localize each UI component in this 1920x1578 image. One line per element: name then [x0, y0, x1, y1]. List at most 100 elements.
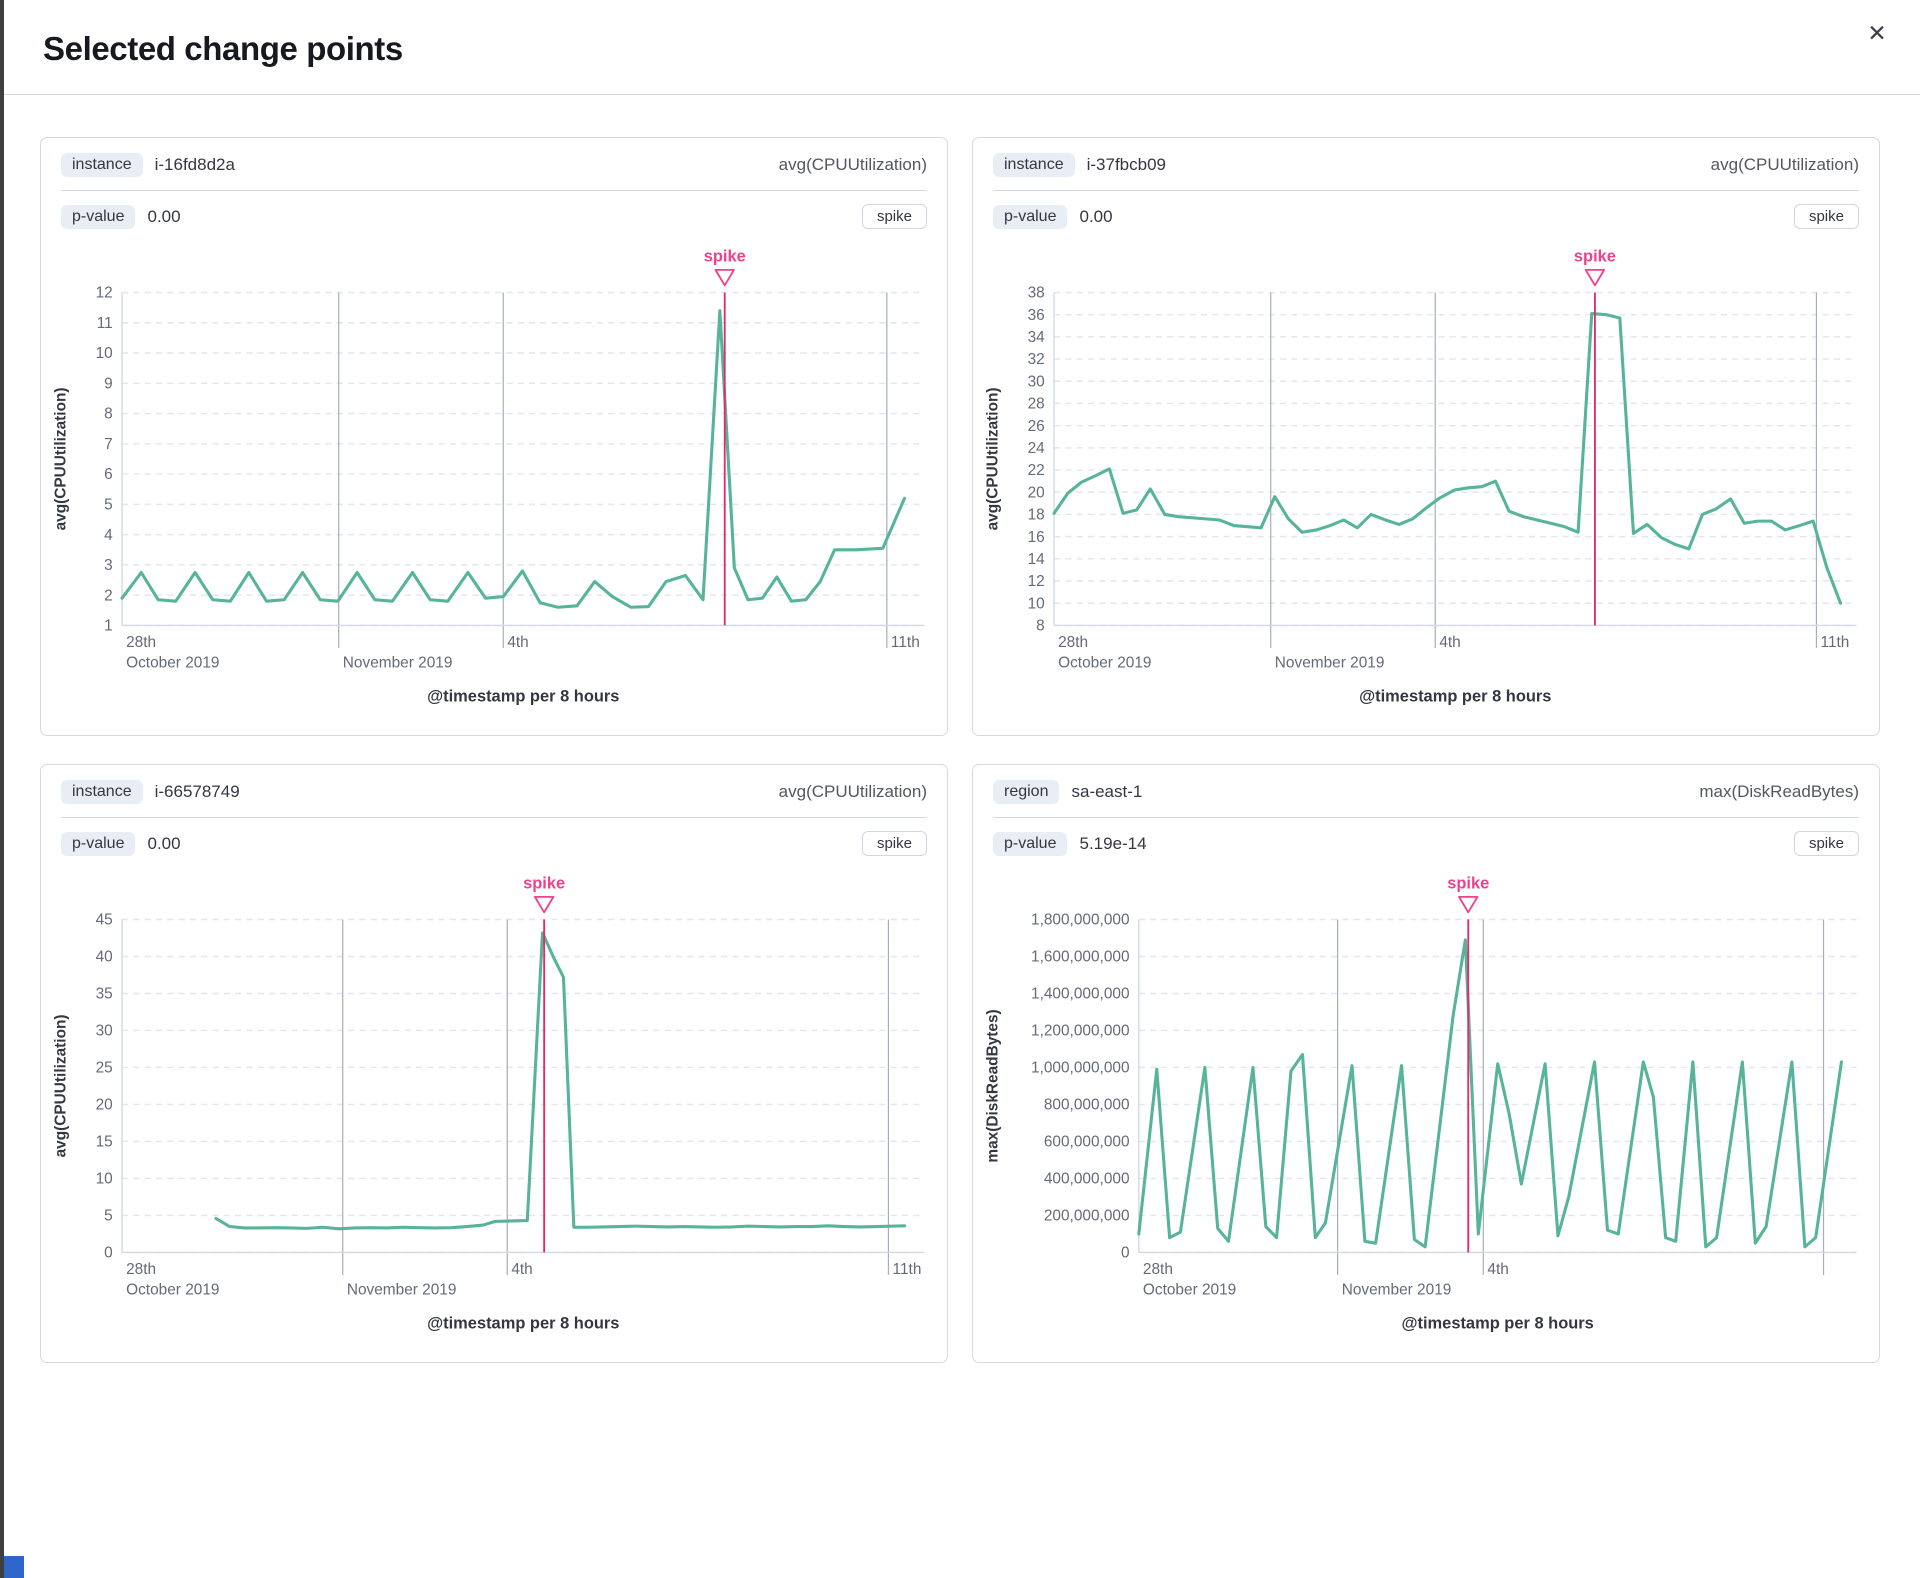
change-point-type-badge[interactable]: spike [1793, 831, 1859, 857]
svg-text:5: 5 [104, 1208, 113, 1225]
svg-text:8: 8 [104, 406, 113, 423]
change-point-type-badge[interactable]: spike [1793, 204, 1859, 229]
pvalue-badge: p-value [993, 831, 1068, 856]
change-point-chart[interactable]: 12 11 10 9 8 7 6 5 4 3 2 1 spike 28th October 2019 Nove… [47, 237, 941, 725]
svg-text:max(DiskReadBytes): max(DiskReadBytes) [985, 1009, 1002, 1162]
svg-text:1,000,000,000: 1,000,000,000 [1031, 1060, 1130, 1077]
card-header: instance i-16fd8d2a avg(CPUUtilization) [41, 138, 947, 190]
underlying-page-edge [0, 0, 4, 1578]
svg-text:28th: 28th [1143, 1261, 1173, 1278]
svg-text:November 2019: November 2019 [1342, 1282, 1452, 1299]
pvalue-badge: p-value [61, 831, 136, 856]
modal-title: Selected change points [43, 30, 403, 67]
svg-text:4th: 4th [1439, 634, 1460, 651]
svg-text:0: 0 [1121, 1245, 1130, 1262]
card-header-divider [61, 817, 927, 819]
split-field-badge: region [993, 780, 1060, 805]
svg-text:1,600,000,000: 1,600,000,000 [1031, 949, 1130, 966]
pvalue-field: p-value 0.00 [61, 831, 181, 856]
svg-text:1: 1 [104, 618, 113, 635]
pvalue-field: p-value 5.19e-14 [993, 831, 1147, 856]
svg-text:35: 35 [96, 986, 113, 1003]
chart-container: 38 36 34 32 30 28 26 24 22 20 18 16 14 12 10 8 spike 28th… [973, 233, 1879, 735]
metric-label: avg(CPUUtilization) [1710, 155, 1859, 174]
svg-text:November 2019: November 2019 [347, 1282, 457, 1299]
pvalue-value: 0.00 [1079, 206, 1113, 226]
change-point-type-badge[interactable]: spike [861, 204, 927, 229]
svg-text:12: 12 [96, 285, 113, 302]
pvalue-row: p-value 0.00 spike [41, 818, 947, 860]
svg-text:36: 36 [1028, 307, 1045, 324]
pvalue-field: p-value 0.00 [61, 204, 181, 229]
svg-text:45: 45 [96, 912, 113, 929]
svg-text:6: 6 [104, 466, 113, 483]
svg-text:1,800,000,000: 1,800,000,000 [1031, 912, 1130, 929]
svg-text:600,000,000: 600,000,000 [1044, 1134, 1130, 1151]
svg-text:3: 3 [104, 557, 113, 574]
split-field: instance i-66578749 [61, 780, 240, 805]
panels-grid: instance i-16fd8d2a avg(CPUUtilization) … [40, 137, 1880, 1364]
chart-container: 12 11 10 9 8 7 6 5 4 3 2 1 spike 28th October 2019 Nove… [41, 233, 947, 735]
chart-container: 1,800,000,000 1,600,000,000 1,400,000,000 1… [973, 860, 1879, 1362]
split-field-value: sa-east-1 [1071, 782, 1143, 802]
metric-label: max(DiskReadBytes) [1699, 782, 1859, 802]
svg-text:20: 20 [1028, 484, 1045, 501]
pvalue-row: p-value 0.00 spike [973, 191, 1879, 233]
svg-text:30: 30 [96, 1023, 113, 1040]
svg-text:34: 34 [1028, 329, 1046, 346]
chart-container: 45 40 35 30 25 20 15 10 5 0 spike 28th October 2019 N… [41, 860, 947, 1362]
svg-text:30: 30 [1028, 373, 1045, 390]
underlying-page-fragment [0, 1556, 24, 1578]
svg-text:4: 4 [104, 527, 113, 544]
split-field-badge: instance [993, 153, 1075, 177]
close-icon[interactable]: ✕ [1860, 16, 1894, 50]
split-field: region sa-east-1 [993, 780, 1143, 805]
svg-text:@timestamp per 8 hours: @timestamp per 8 hours [427, 1315, 619, 1333]
svg-text:@timestamp per 8 hours: @timestamp per 8 hours [427, 687, 619, 705]
svg-text:spike: spike [1574, 248, 1616, 266]
pvalue-value: 0.00 [147, 833, 181, 853]
svg-text:28th: 28th [126, 634, 156, 651]
svg-text:28th: 28th [126, 1261, 156, 1278]
svg-text:22: 22 [1028, 462, 1045, 479]
card-header: instance i-66578749 avg(CPUUtilization) [41, 765, 947, 817]
split-field-value: i-37fbcb09 [1086, 155, 1166, 174]
modal-header: Selected change points ✕ [0, 0, 1920, 94]
svg-text:10: 10 [96, 1171, 113, 1188]
card-header: instance i-37fbcb09 avg(CPUUtilization) [973, 138, 1879, 190]
svg-text:800,000,000: 800,000,000 [1044, 1097, 1130, 1114]
svg-text:10: 10 [1028, 595, 1045, 612]
svg-text:4th: 4th [511, 1261, 532, 1278]
change-point-chart[interactable]: 38 36 34 32 30 28 26 24 22 20 18 16 14 12 10 8 spike 28th… [979, 237, 1873, 725]
svg-text:November 2019: November 2019 [1275, 655, 1385, 672]
svg-text:7: 7 [104, 436, 113, 453]
svg-text:October 2019: October 2019 [1058, 655, 1151, 672]
change-point-card-2: instance i-37fbcb09 avg(CPUUtilization) … [972, 137, 1880, 737]
metric-label: avg(CPUUtilization) [778, 155, 927, 174]
svg-text:October 2019: October 2019 [1143, 1282, 1236, 1299]
header-divider [0, 94, 1920, 95]
svg-text:@timestamp per 8 hours: @timestamp per 8 hours [1359, 687, 1551, 705]
change-point-chart[interactable]: 45 40 35 30 25 20 15 10 5 0 spike 28th October 2019 N… [47, 864, 941, 1352]
svg-text:32: 32 [1028, 351, 1045, 368]
pvalue-value: 0.00 [147, 206, 181, 226]
card-header: region sa-east-1 max(DiskReadBytes) [973, 765, 1879, 817]
split-field-value: i-16fd8d2a [154, 155, 235, 174]
svg-text:avg(CPUUtilization): avg(CPUUtilization) [53, 387, 70, 530]
change-point-type-badge[interactable]: spike [861, 831, 927, 857]
svg-text:5: 5 [104, 496, 113, 513]
change-point-chart[interactable]: 1,800,000,000 1,600,000,000 1,400,000,000 1… [979, 864, 1873, 1352]
metric-label: avg(CPUUtilization) [778, 782, 927, 802]
card-header-divider [993, 817, 1859, 819]
svg-text:spike: spike [1447, 875, 1489, 893]
change-point-card-4: region sa-east-1 max(DiskReadBytes) p-va… [972, 764, 1880, 1364]
svg-text:spike: spike [704, 248, 746, 266]
split-field: instance i-37fbcb09 [993, 153, 1166, 177]
svg-text:4th: 4th [1487, 1261, 1508, 1278]
pvalue-badge: p-value [993, 204, 1068, 229]
pvalue-badge: p-value [61, 204, 136, 229]
change-point-card-1: instance i-16fd8d2a avg(CPUUtilization) … [40, 137, 948, 737]
svg-text:11th: 11th [1821, 634, 1850, 651]
card-header-divider [61, 190, 927, 191]
